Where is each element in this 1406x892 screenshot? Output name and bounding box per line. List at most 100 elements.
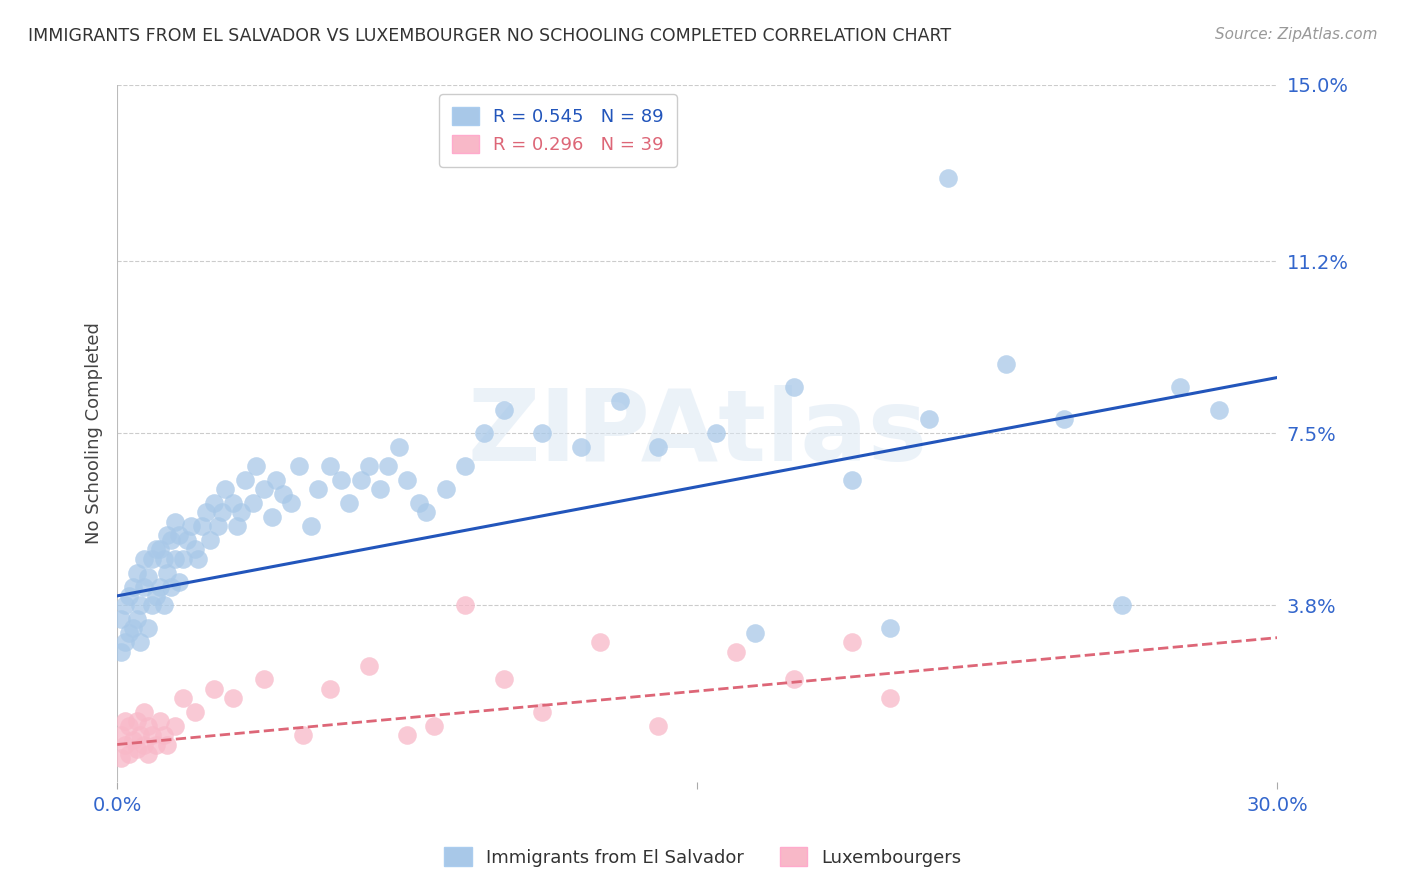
Point xyxy=(156,528,179,542)
Point xyxy=(183,542,205,557)
Point xyxy=(125,612,148,626)
Point xyxy=(264,473,287,487)
Point xyxy=(172,551,194,566)
Point xyxy=(995,357,1018,371)
Point xyxy=(121,732,143,747)
Point xyxy=(396,728,419,742)
Point xyxy=(273,486,295,500)
Point xyxy=(202,496,225,510)
Point xyxy=(167,574,190,589)
Point xyxy=(492,403,515,417)
Point xyxy=(609,393,631,408)
Point xyxy=(245,458,267,473)
Point xyxy=(134,705,156,719)
Point xyxy=(647,440,669,454)
Point xyxy=(134,738,156,752)
Point xyxy=(149,542,172,557)
Point xyxy=(125,742,148,756)
Point xyxy=(1170,380,1192,394)
Point xyxy=(165,719,187,733)
Point xyxy=(145,542,167,557)
Point xyxy=(222,496,245,510)
Point xyxy=(569,440,592,454)
Point xyxy=(165,515,187,529)
Text: IMMIGRANTS FROM EL SALVADOR VS LUXEMBOURGER NO SCHOOLING COMPLETED CORRELATION C: IMMIGRANTS FROM EL SALVADOR VS LUXEMBOUR… xyxy=(28,27,952,45)
Point xyxy=(114,738,136,752)
Point xyxy=(152,598,174,612)
Point xyxy=(134,551,156,566)
Point xyxy=(118,747,141,761)
Point xyxy=(136,747,159,761)
Point xyxy=(531,426,554,441)
Point xyxy=(180,519,202,533)
Point xyxy=(330,473,353,487)
Point xyxy=(165,551,187,566)
Point xyxy=(531,705,554,719)
Point xyxy=(841,473,863,487)
Point xyxy=(307,482,329,496)
Point xyxy=(129,598,152,612)
Point xyxy=(149,580,172,594)
Point xyxy=(337,496,360,510)
Point xyxy=(918,412,941,426)
Point xyxy=(319,458,342,473)
Point xyxy=(141,551,163,566)
Point xyxy=(172,691,194,706)
Point xyxy=(114,714,136,729)
Point xyxy=(706,426,728,441)
Point xyxy=(129,728,152,742)
Point xyxy=(938,170,960,185)
Point xyxy=(156,738,179,752)
Point xyxy=(879,621,901,635)
Point xyxy=(145,738,167,752)
Point xyxy=(423,719,446,733)
Point xyxy=(299,519,322,533)
Point xyxy=(408,496,430,510)
Point xyxy=(280,496,302,510)
Point xyxy=(1053,412,1076,426)
Point xyxy=(288,458,311,473)
Text: Source: ZipAtlas.com: Source: ZipAtlas.com xyxy=(1215,27,1378,42)
Point xyxy=(141,598,163,612)
Point xyxy=(167,528,190,542)
Point xyxy=(136,570,159,584)
Legend: Immigrants from El Salvador, Luxembourgers: Immigrants from El Salvador, Luxembourge… xyxy=(437,840,969,874)
Point xyxy=(125,566,148,580)
Point xyxy=(434,482,457,496)
Point xyxy=(114,635,136,649)
Point xyxy=(183,705,205,719)
Point xyxy=(291,728,314,742)
Point xyxy=(474,426,496,441)
Point xyxy=(357,658,380,673)
Point xyxy=(724,645,747,659)
Point xyxy=(211,505,233,519)
Point xyxy=(396,473,419,487)
Point xyxy=(129,635,152,649)
Point xyxy=(253,673,276,687)
Point xyxy=(136,719,159,733)
Point xyxy=(152,551,174,566)
Point xyxy=(207,519,229,533)
Point xyxy=(198,533,221,548)
Point xyxy=(136,621,159,635)
Point xyxy=(195,505,218,519)
Point xyxy=(647,719,669,733)
Point xyxy=(1208,403,1230,417)
Point xyxy=(187,551,209,566)
Point xyxy=(319,681,342,696)
Text: ZIPAtlas: ZIPAtlas xyxy=(467,384,928,482)
Point xyxy=(226,519,249,533)
Point xyxy=(114,598,136,612)
Point xyxy=(242,496,264,510)
Point xyxy=(492,673,515,687)
Point xyxy=(110,612,132,626)
Point xyxy=(454,458,477,473)
Point xyxy=(176,533,198,548)
Point xyxy=(368,482,391,496)
Point xyxy=(388,440,411,454)
Point xyxy=(879,691,901,706)
Point xyxy=(145,589,167,603)
Point xyxy=(350,473,373,487)
Point xyxy=(841,635,863,649)
Point xyxy=(214,482,236,496)
